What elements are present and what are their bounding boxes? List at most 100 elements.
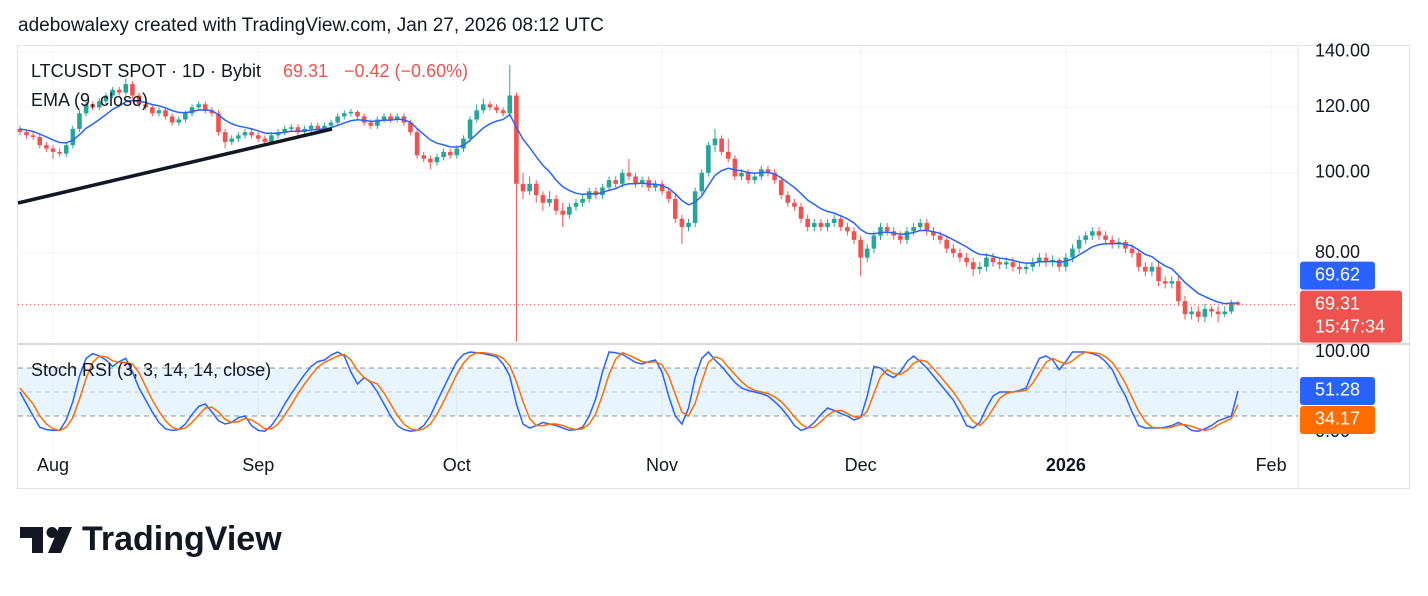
- candle-body: [441, 151, 446, 158]
- x-tick-label: 2026: [1046, 455, 1086, 475]
- candle-body: [1222, 311, 1228, 315]
- marks: [17, 64, 1298, 432]
- candle-body: [1017, 266, 1022, 270]
- candle-body: [57, 151, 62, 154]
- price-badge-text: 69.31: [1315, 293, 1360, 313]
- candle-body: [156, 110, 162, 114]
- candle-body: [1056, 259, 1062, 267]
- candle-body: [1003, 262, 1009, 265]
- candle-body: [805, 218, 810, 228]
- candle-body: [110, 89, 115, 96]
- x-tick-label: Dec: [845, 455, 877, 475]
- candle-body: [348, 111, 354, 114]
- candle-body: [567, 206, 572, 215]
- candle-body: [686, 222, 691, 228]
- candle-body: [216, 113, 221, 133]
- candle-body: [83, 104, 89, 114]
- candle-body: [699, 172, 705, 192]
- candle-body: [1169, 281, 1175, 284]
- candle-body: [586, 191, 592, 199]
- candle-body: [752, 176, 758, 181]
- candle-body: [255, 135, 261, 139]
- logo-icon: [48, 527, 72, 553]
- candle-body: [831, 218, 837, 223]
- candle-body: [1010, 262, 1016, 267]
- candle-body: [712, 138, 718, 146]
- candle-body: [706, 145, 711, 173]
- candle-body: [1103, 235, 1108, 240]
- candle-body: [1083, 235, 1089, 240]
- candle-body: [1136, 253, 1141, 267]
- candle-body: [990, 257, 996, 263]
- candle-body: [984, 257, 989, 267]
- candle-body: [37, 136, 43, 146]
- candle-body: [1189, 311, 1194, 315]
- candle-body: [461, 138, 466, 149]
- candle-body: [626, 172, 632, 177]
- candle-body: [70, 128, 76, 146]
- price-change: −0.42 (−0.60%): [344, 61, 468, 81]
- candle-body: [858, 239, 863, 258]
- candle-body: [434, 157, 440, 163]
- candle-body: [1070, 248, 1075, 258]
- candle-body: [580, 198, 585, 203]
- candle-body: [282, 128, 287, 133]
- candle-body: [1176, 281, 1181, 302]
- candle-body: [1215, 311, 1221, 315]
- header: adebowalexy created with TradingView.com…: [18, 15, 604, 36]
- candle-body: [1076, 239, 1082, 249]
- candle-body: [163, 110, 168, 117]
- candle-body: [447, 151, 453, 156]
- candle-body: [454, 148, 460, 156]
- candle-body: [361, 116, 367, 123]
- candle-body: [825, 222, 830, 228]
- candle-body: [778, 180, 784, 196]
- candle-body: [269, 135, 274, 142]
- candle-body: [1063, 257, 1069, 267]
- logo-icon: [20, 527, 43, 553]
- candle-body: [295, 127, 301, 133]
- candle-body: [507, 95, 513, 114]
- band-fill: [18, 368, 1298, 416]
- candle-body: [315, 125, 321, 129]
- candle-body: [63, 145, 69, 154]
- candle-body: [1129, 248, 1135, 254]
- candle-body: [1195, 311, 1201, 317]
- y-tick-label: 100.00: [1315, 341, 1370, 361]
- candle-body: [745, 172, 751, 181]
- candle-body: [24, 132, 29, 136]
- candle-body: [633, 176, 638, 184]
- candle-body: [421, 155, 427, 159]
- candle-body: [792, 202, 797, 207]
- candle-body: [931, 231, 936, 236]
- candle-body: [818, 222, 824, 228]
- candle-body: [394, 116, 400, 120]
- candle-body: [672, 198, 678, 219]
- candle-body: [871, 235, 877, 249]
- candle-body: [249, 132, 254, 136]
- candle-body: [1109, 239, 1115, 245]
- candle-body: [944, 239, 949, 249]
- candle-body: [772, 172, 777, 181]
- candle-body: [189, 107, 195, 114]
- candle-body: [917, 222, 923, 228]
- candle-body: [527, 183, 532, 192]
- candle-body: [467, 119, 473, 139]
- candle-body: [408, 122, 413, 133]
- stoch-badge-text: 51.28: [1315, 380, 1360, 400]
- candle-body: [692, 191, 698, 223]
- price-badge: [1300, 290, 1402, 343]
- ema-line: [19, 99, 1238, 305]
- candle-body: [428, 158, 433, 163]
- candle-body: [183, 113, 188, 120]
- ema-legend: EMA (9, close): [31, 90, 148, 110]
- candle-body: [242, 132, 248, 136]
- candle-body: [977, 266, 983, 270]
- candle-body: [679, 218, 685, 228]
- candle-body: [739, 172, 744, 177]
- y-tick-label: 80.00: [1315, 242, 1360, 262]
- candle-body: [1162, 281, 1168, 284]
- candle-body: [474, 110, 479, 120]
- logo-icon: [46, 527, 58, 538]
- candle-body: [924, 222, 930, 232]
